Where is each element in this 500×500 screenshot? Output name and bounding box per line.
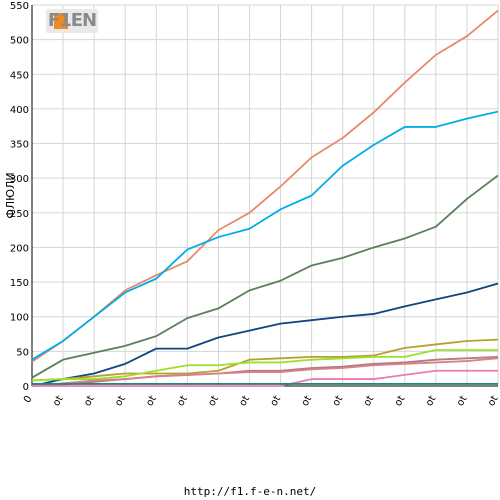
y-axis-label: ФЛЮЛИ — [4, 172, 17, 218]
y-tick-label: 0 — [23, 382, 29, 393]
y-tick-label: 50 — [16, 347, 29, 358]
logo-text: F1EN — [47, 10, 97, 31]
x-tick-label: ot — [393, 394, 408, 408]
y-tick-label: 550 — [10, 1, 29, 12]
x-tick-label: ot — [486, 394, 500, 408]
x-tick-label: ot — [300, 394, 315, 408]
y-tick-label: 100 — [10, 313, 29, 324]
x-tick-label: ot — [206, 394, 221, 408]
series-line-8 — [31, 357, 499, 387]
series-line-9 — [32, 369, 498, 387]
x-tick-label: ot — [175, 394, 190, 408]
x-tick-label: ot — [269, 394, 284, 408]
y-tick-label: 300 — [10, 174, 29, 185]
x-tick-label: ot — [455, 394, 470, 408]
series-line-3 — [31, 174, 499, 379]
series-line-5 — [31, 338, 499, 382]
series-line-6 — [31, 349, 498, 382]
x-tick-label: ot — [82, 394, 97, 408]
y-tick-label: 150 — [10, 278, 29, 289]
y-tick-label: 400 — [10, 105, 29, 116]
y-tick-label: 350 — [10, 140, 29, 151]
x-tick-label: ot — [144, 394, 159, 408]
y-tick-label: 500 — [10, 36, 29, 47]
site-logo: F1EN — [46, 9, 98, 33]
series-line-2 — [31, 110, 499, 361]
y-tick-label: 200 — [10, 243, 29, 254]
y-tick-label: 450 — [10, 70, 29, 81]
x-tick-label: ot — [113, 394, 128, 408]
x-tick-label: ot — [51, 394, 66, 408]
x-tick-label: ot — [362, 394, 377, 408]
x-tick-label: ot — [331, 394, 346, 408]
x-tick-label: ot — [238, 394, 253, 408]
y-tick-label: 250 — [10, 209, 29, 220]
x-tick-label: ot — [424, 394, 439, 408]
x-tick-label: 0 — [22, 394, 35, 405]
footer-url[interactable]: http://f1.f-e-n.net/ — [183, 485, 317, 498]
logo-badge — [46, 9, 98, 33]
series-line-4 — [31, 282, 499, 387]
